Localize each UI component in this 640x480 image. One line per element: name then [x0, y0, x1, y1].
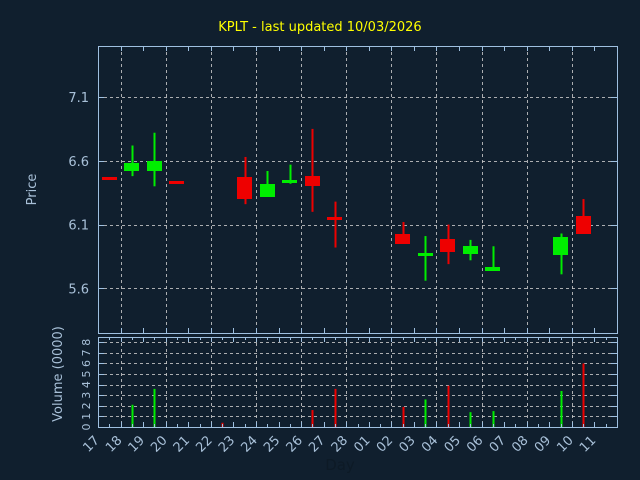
- x-tick-label: 23: [216, 433, 238, 455]
- chart-title: KPLT - last updated 10/03/2026: [218, 20, 421, 35]
- panel-frames: [98, 46, 618, 428]
- price-panel-bg: [98, 46, 617, 333]
- candlestick-02[interactable]: [395, 222, 410, 244]
- x-tick-label: 19: [126, 433, 148, 455]
- x-tick-label: 25: [261, 433, 283, 455]
- volume-tick-label: 8: [80, 339, 93, 346]
- x-tick-label: 06: [464, 433, 486, 455]
- candlestick-27[interactable]: [327, 201, 342, 248]
- candle-body: [260, 184, 275, 197]
- volume-tick-label: 1: [80, 413, 93, 420]
- price-tick-label: 6.1: [68, 219, 89, 234]
- volume-tick-label: 2: [80, 402, 93, 409]
- candlestick-20[interactable]: [169, 181, 184, 184]
- candlestick-series: [102, 128, 591, 281]
- candle-body: [124, 163, 139, 171]
- candlestick-19[interactable]: [147, 132, 162, 187]
- volume-tick-label: 7: [80, 349, 93, 356]
- candle-body: [418, 253, 433, 256]
- x-tick-label: 08: [509, 433, 531, 455]
- x-tick-label: 20: [148, 433, 170, 455]
- x-axis-title: Day: [325, 456, 355, 474]
- candle-body: [305, 176, 320, 186]
- candlestick-10[interactable]: [576, 199, 591, 234]
- candle-body: [485, 267, 500, 271]
- candlestick-26[interactable]: [305, 128, 320, 212]
- candle-body: [169, 181, 184, 184]
- candlestick-09[interactable]: [553, 233, 568, 275]
- volume-tick-label: 0: [80, 424, 93, 431]
- x-tick-label: 17: [81, 433, 103, 455]
- volume-series: [131, 363, 585, 427]
- x-tick-label: 24: [238, 433, 260, 455]
- candle-body: [147, 161, 162, 171]
- volume-tick-label: 5: [80, 371, 93, 378]
- candle-body: [327, 217, 342, 220]
- volume-axis-title: Volume (0000): [51, 326, 66, 422]
- candlestick-24[interactable]: [260, 171, 275, 197]
- volume-tick-label: 3: [80, 392, 93, 399]
- candlestick-18[interactable]: [124, 145, 139, 177]
- candle-body: [395, 234, 410, 244]
- candlestick-04[interactable]: [440, 224, 455, 265]
- x-tick-label: 28: [329, 433, 351, 455]
- volume-tick-label: 4: [80, 381, 93, 388]
- candle-body: [553, 237, 568, 255]
- candlestick-05[interactable]: [463, 239, 478, 261]
- x-tick-label: 01: [351, 433, 373, 455]
- candlestick-25[interactable]: [282, 164, 297, 184]
- candlestick-03[interactable]: [418, 236, 433, 281]
- candlestick-23[interactable]: [237, 156, 252, 205]
- x-tick-label: 04: [419, 433, 441, 455]
- x-tick-label: 27: [306, 433, 328, 455]
- x-tick-label: 07: [487, 433, 509, 455]
- x-tick-label: 09: [532, 433, 554, 455]
- x-tick-label: 11: [577, 433, 599, 455]
- candle-body: [463, 246, 478, 254]
- candle-body: [102, 177, 117, 180]
- gridlines: [98, 46, 617, 427]
- x-tick-label: 03: [396, 433, 418, 455]
- price-panel-frame: [98, 46, 618, 334]
- price-tick-label: 7.1: [68, 91, 89, 106]
- candle-body: [576, 216, 591, 234]
- volume-panel-bg: [98, 337, 617, 427]
- x-tick-label: 05: [442, 433, 464, 455]
- candle-body: [440, 239, 455, 252]
- x-tick-label: 18: [103, 433, 125, 455]
- x-tick-label: 02: [374, 433, 396, 455]
- candle-body: [237, 177, 252, 199]
- x-tick-label: 21: [171, 433, 193, 455]
- x-tick-label: 10: [554, 433, 576, 455]
- candle-body: [282, 180, 297, 183]
- price-axis-title: Price: [25, 174, 40, 206]
- x-tick-label: 22: [193, 433, 215, 455]
- price-tick-label: 5.6: [68, 282, 89, 297]
- price-tick-label: 6.6: [68, 155, 89, 170]
- candlestick-17[interactable]: [102, 177, 117, 180]
- volume-tick-label: 6: [80, 360, 93, 367]
- candlestick-06[interactable]: [485, 246, 500, 271]
- x-tick-label: 26: [284, 433, 306, 455]
